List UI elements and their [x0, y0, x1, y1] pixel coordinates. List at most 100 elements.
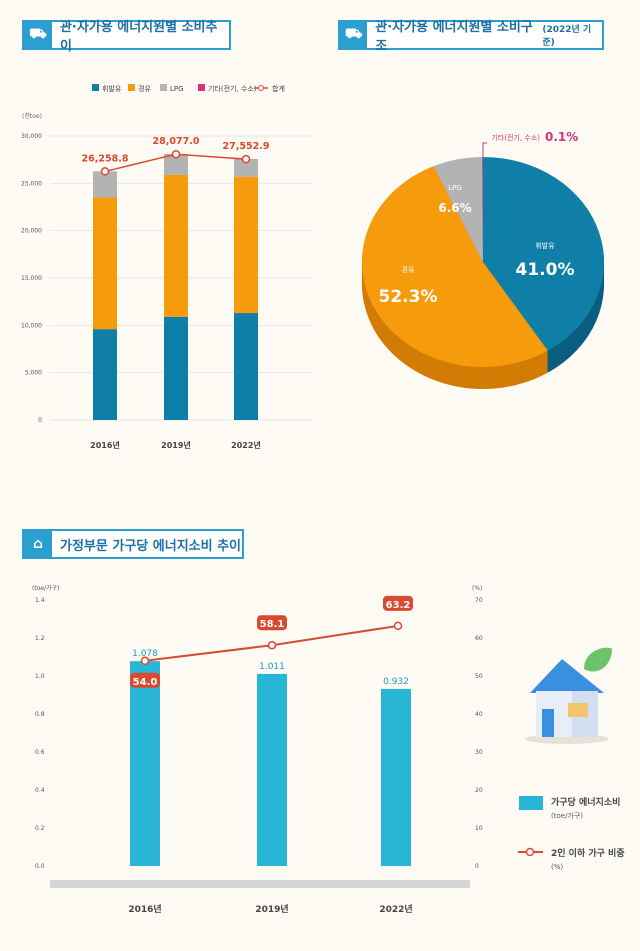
total-label: 28,077.0	[153, 136, 200, 147]
y-tick-label: 25,000	[21, 180, 42, 187]
title-text: 관·자가용 에너지원별 소비구조	[375, 20, 533, 54]
house-illustration	[525, 647, 612, 744]
y-tick-label: 0.6	[35, 749, 45, 756]
pie-slice	[483, 157, 604, 351]
pie-slice	[482, 157, 483, 262]
legend-swatch-bar	[519, 796, 543, 810]
legend-label: 경유	[138, 84, 151, 93]
title-top-left: ⛟ 관·자가용 에너지원별 소비추이	[22, 20, 231, 54]
slice-name: LPG	[448, 184, 462, 192]
bar	[130, 661, 160, 866]
bar-segment	[164, 154, 188, 175]
bar	[381, 688, 411, 866]
title-text: 가정부문 가구당 에너지소비 추이	[60, 538, 242, 554]
y-tick-label: 10,000	[21, 322, 42, 329]
y-tick-label: 0.2	[35, 825, 45, 832]
title-bottom: ⌂ 가정부문 가구당 에너지소비 추이	[22, 529, 244, 559]
y2-axis-label: (%)	[472, 585, 482, 592]
legend-label-line: 2인 이하 가구 비중	[551, 847, 625, 859]
bar-label: 1.078	[132, 649, 158, 659]
y2-tick-label: 0	[475, 863, 479, 870]
x-axis-band	[50, 880, 470, 888]
x-tick-label: 2016년	[128, 903, 161, 915]
y2-tick-label: 30	[475, 749, 483, 756]
legend-marker	[258, 85, 264, 91]
total-label: 26,258.8	[82, 153, 129, 164]
slice-name: 휘발유	[535, 241, 555, 250]
pie-chart: 휘발유 41.0% 경유 52.3% LPG 6.6% 기타(전기, 수소) 0.1%	[361, 130, 604, 389]
total-label: 27,552.9	[223, 141, 270, 152]
y-tick-label: 0	[38, 417, 42, 424]
share-point	[267, 640, 277, 650]
share-label: 63.2	[386, 600, 411, 611]
bar	[257, 673, 287, 866]
y2-tick-label: 60	[475, 635, 483, 642]
legend-swatch	[198, 84, 205, 91]
y-tick-label: 0.8	[35, 711, 45, 718]
slice-value: 6.6%	[438, 201, 471, 215]
bar-label: 0.932	[383, 677, 409, 687]
y-tick-label: 20,000	[21, 228, 42, 235]
x-tick-label: 2019년	[255, 903, 288, 915]
y-tick-label: 30,000	[21, 133, 42, 140]
legend-label: 휘발유	[102, 84, 122, 93]
share-label: 58.1	[260, 619, 285, 630]
bar-label: 1.011	[259, 662, 285, 672]
share-point	[140, 656, 150, 666]
bar-segment	[234, 176, 258, 314]
share-label-bg	[257, 615, 287, 631]
slice-name-other: 기타(전기, 수소)	[491, 133, 540, 142]
legend-swatch	[92, 84, 99, 91]
leader-line	[482, 142, 487, 157]
stacked-bar-chart: (천toe) 0 5,000 10,000 15,000 20,000 25,000 30,0…	[21, 84, 312, 450]
combo-chart: (toe/가구) (%) 0.0 0.2 0.4 0.6 0.8 1.0 1.2 1.4 0 10 20…	[32, 584, 625, 915]
title-sub: (2022년 기준)	[542, 25, 592, 48]
y-tick-label: 0.4	[35, 787, 45, 794]
total-point	[100, 167, 110, 176]
slice-value-other: 0.1%	[545, 130, 578, 144]
car-icon: ⛟	[340, 22, 368, 48]
y-tick-label: 0.0	[35, 863, 45, 870]
share-label: 54.0	[133, 677, 158, 688]
share-point	[393, 621, 403, 631]
y-tick-label: 1.4	[35, 597, 45, 604]
legend-label: LPG	[170, 85, 184, 93]
bar-segment	[164, 174, 188, 317]
y2-tick-label: 10	[475, 825, 483, 832]
title-top-right: ⛟ 관·자가용 에너지원별 소비구조 (2022년 기준)	[338, 20, 604, 54]
car-icon: ⛟	[24, 22, 52, 48]
legend-unit-bar: (toe/가구)	[551, 811, 583, 820]
share-label-bg	[383, 595, 413, 611]
y-axis-label: (toe/가구)	[32, 584, 59, 592]
x-tick-label: 2022년	[379, 903, 412, 915]
y-tick-label: 1.2	[35, 635, 45, 642]
title-text: 관·자가용 에너지원별 소비추이	[59, 20, 218, 54]
total-point	[171, 149, 181, 159]
slice-value: 52.3%	[379, 287, 438, 307]
bar-segment	[93, 171, 117, 198]
y2-tick-label: 50	[475, 673, 483, 680]
legend-unit-line: (%)	[551, 863, 563, 871]
legend-marker	[525, 847, 535, 857]
legend-swatch	[160, 84, 167, 91]
slice-value: 41.0%	[516, 260, 575, 280]
bar-segment	[164, 316, 188, 420]
house-icon: ⌂	[24, 531, 52, 557]
x-tick-label: 2019년	[161, 440, 191, 450]
y2-tick-label: 40	[475, 711, 483, 718]
bar-segment	[234, 159, 258, 177]
slice-name: 경유	[402, 265, 415, 274]
x-tick-label: 2016년	[90, 440, 120, 450]
legend-label: 합계	[272, 84, 285, 93]
x-tick-label: 2022년	[231, 440, 261, 450]
y2-tick-label: 70	[475, 597, 483, 604]
legend-label: 기타(전기, 수소)	[208, 84, 257, 93]
pie-slice	[361, 166, 548, 368]
y-axis-label: (천toe)	[22, 112, 42, 120]
y-tick-label: 15,000	[21, 275, 42, 282]
bar-segment	[93, 329, 117, 420]
y2-tick-label: 20	[475, 787, 483, 794]
bar-segment	[93, 197, 117, 330]
